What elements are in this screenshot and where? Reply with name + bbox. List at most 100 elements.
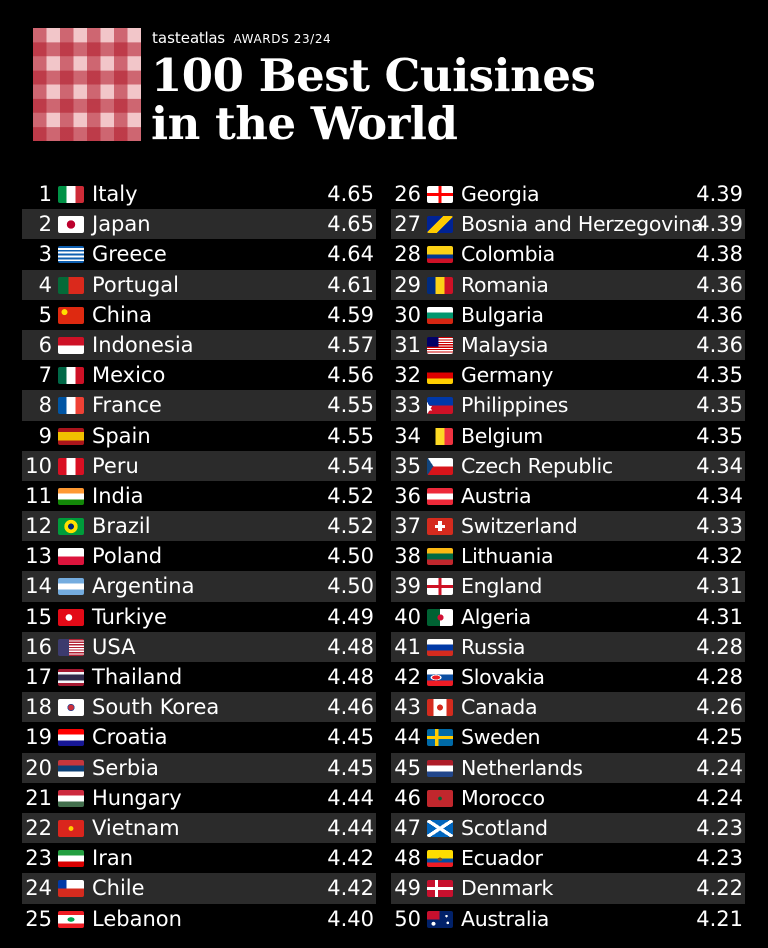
flag-icon: [58, 578, 84, 596]
score-value: 4.28: [696, 665, 743, 689]
score-value: 4.24: [696, 755, 743, 780]
rank-number: 49: [394, 876, 421, 901]
ranking-row: 25 Lebanon 4.40: [22, 904, 376, 934]
ranking-row: 27 Bosnia and Herzegovina 4.39: [391, 209, 745, 240]
country-name: Bosnia and Herzegovina: [461, 212, 704, 237]
score-value: 4.23: [696, 815, 743, 840]
country-name: Bulgaria: [461, 302, 544, 327]
ranking-row: 28 Colombia 4.38: [391, 239, 745, 269]
score-value: 4.39: [696, 212, 743, 237]
ranking-row: 45 Netherlands 4.24: [391, 752, 745, 783]
ranking-row: 17 Thailand 4.48: [22, 662, 376, 692]
ranking-row: 40 Algeria 4.31: [391, 602, 745, 632]
score-value: 4.36: [696, 302, 743, 327]
ranking-row: 33 Philippines 4.35: [391, 390, 745, 421]
rank-number: 21: [25, 785, 52, 810]
country-name: USA: [92, 634, 136, 659]
ranking-row: 1 Italy 4.65: [22, 179, 376, 209]
country-name: Belgium: [461, 423, 543, 448]
country-name: Netherlands: [461, 755, 583, 780]
checkered-logo-icon: [33, 28, 141, 141]
score-value: 4.31: [696, 604, 743, 629]
flag-icon: [427, 819, 453, 837]
flag-icon: [58, 397, 84, 415]
flag-icon: [58, 306, 84, 324]
rank-number: 27: [394, 212, 421, 237]
score-value: 4.25: [696, 725, 743, 750]
rank-number: 44: [394, 725, 421, 750]
ranking-row: 24 Chile 4.42: [22, 873, 376, 904]
score-value: 4.50: [327, 544, 374, 569]
ranking-row: 42 Slovakia 4.28: [391, 662, 745, 692]
rank-number: 46: [394, 785, 421, 810]
ranking-row: 2 Japan 4.65: [22, 209, 376, 240]
score-value: 4.39: [696, 182, 743, 206]
country-name: Canada: [461, 695, 538, 720]
flag-icon: [427, 548, 453, 566]
rank-number: 14: [25, 574, 52, 599]
ranking-row: 20 Serbia 4.45: [22, 752, 376, 783]
score-value: 4.57: [327, 332, 374, 357]
ranking-row: 7 Mexico 4.56: [22, 360, 376, 390]
country-name: Philippines: [461, 393, 569, 418]
ranking-row: 14 Argentina 4.50: [22, 571, 376, 602]
score-value: 4.46: [327, 695, 374, 720]
country-name: Colombia: [461, 242, 555, 267]
score-value: 4.45: [327, 755, 374, 780]
ranking-row: 3 Greece 4.64: [22, 239, 376, 269]
score-value: 4.33: [696, 514, 743, 539]
country-name: Ecuador: [461, 846, 543, 871]
rank-number: 47: [394, 815, 421, 840]
flag-icon: [58, 638, 84, 656]
flag-icon: [58, 699, 84, 717]
rank-number: 32: [394, 363, 421, 388]
country-name: Mexico: [92, 363, 166, 388]
ranking-row: 5 China 4.59: [22, 300, 376, 330]
ranking-row: 43 Canada 4.26: [391, 692, 745, 723]
flag-icon: [427, 578, 453, 596]
rank-number: 35: [394, 453, 421, 478]
rank-number: 11: [25, 483, 52, 508]
country-name: Russia: [461, 634, 526, 659]
rank-number: 23: [25, 846, 52, 871]
ranking-column-right: 26 Georgia 4.39 27 Bosnia and Herzegovina 4.3…: [391, 179, 745, 934]
rank-number: 19: [25, 725, 52, 750]
ranking-row: 13 Poland 4.50: [22, 541, 376, 571]
flag-icon: [427, 789, 453, 807]
score-value: 4.32: [696, 544, 743, 569]
score-value: 4.59: [327, 302, 374, 327]
ranking-row: 18 South Korea 4.46: [22, 692, 376, 723]
flag-icon: [58, 819, 84, 837]
score-value: 4.54: [327, 453, 374, 478]
rank-number: 34: [394, 423, 421, 448]
rank-number: 50: [394, 906, 421, 931]
score-value: 4.35: [696, 363, 743, 388]
country-name: Japan: [92, 212, 151, 237]
rank-number: 28: [394, 242, 421, 267]
country-name: Australia: [461, 906, 549, 931]
score-value: 4.34: [696, 483, 743, 508]
rank-number: 37: [394, 514, 421, 539]
score-value: 4.56: [327, 363, 374, 388]
ranking-row: 32 Germany 4.35: [391, 360, 745, 390]
score-value: 4.48: [327, 665, 374, 689]
brand-taste: taste: [152, 29, 190, 47]
ranking-row: 49 Denmark 4.22: [391, 873, 745, 904]
ranking-row: 50 Australia 4.21: [391, 904, 745, 934]
ranking-column-left: 1 Italy 4.65 2 Japan 4.65 3 Greece 4.64 4 Portugal…: [22, 179, 376, 934]
rank-number: 12: [25, 514, 52, 539]
score-value: 4.50: [327, 574, 374, 599]
flag-icon: [427, 729, 453, 747]
rank-number: 33: [394, 393, 421, 418]
flag-icon: [58, 457, 84, 475]
ranking-row: 36 Austria 4.34: [391, 481, 745, 511]
rank-number: 13: [25, 544, 52, 569]
score-value: 4.52: [327, 514, 374, 539]
flag-icon: [58, 367, 84, 385]
score-value: 4.42: [327, 876, 374, 901]
flag-icon: [58, 518, 84, 536]
flag-icon: [58, 336, 84, 354]
rank-number: 39: [394, 574, 421, 599]
flag-icon: [427, 457, 453, 475]
ranking-row: 15 Turkiye 4.49: [22, 602, 376, 632]
